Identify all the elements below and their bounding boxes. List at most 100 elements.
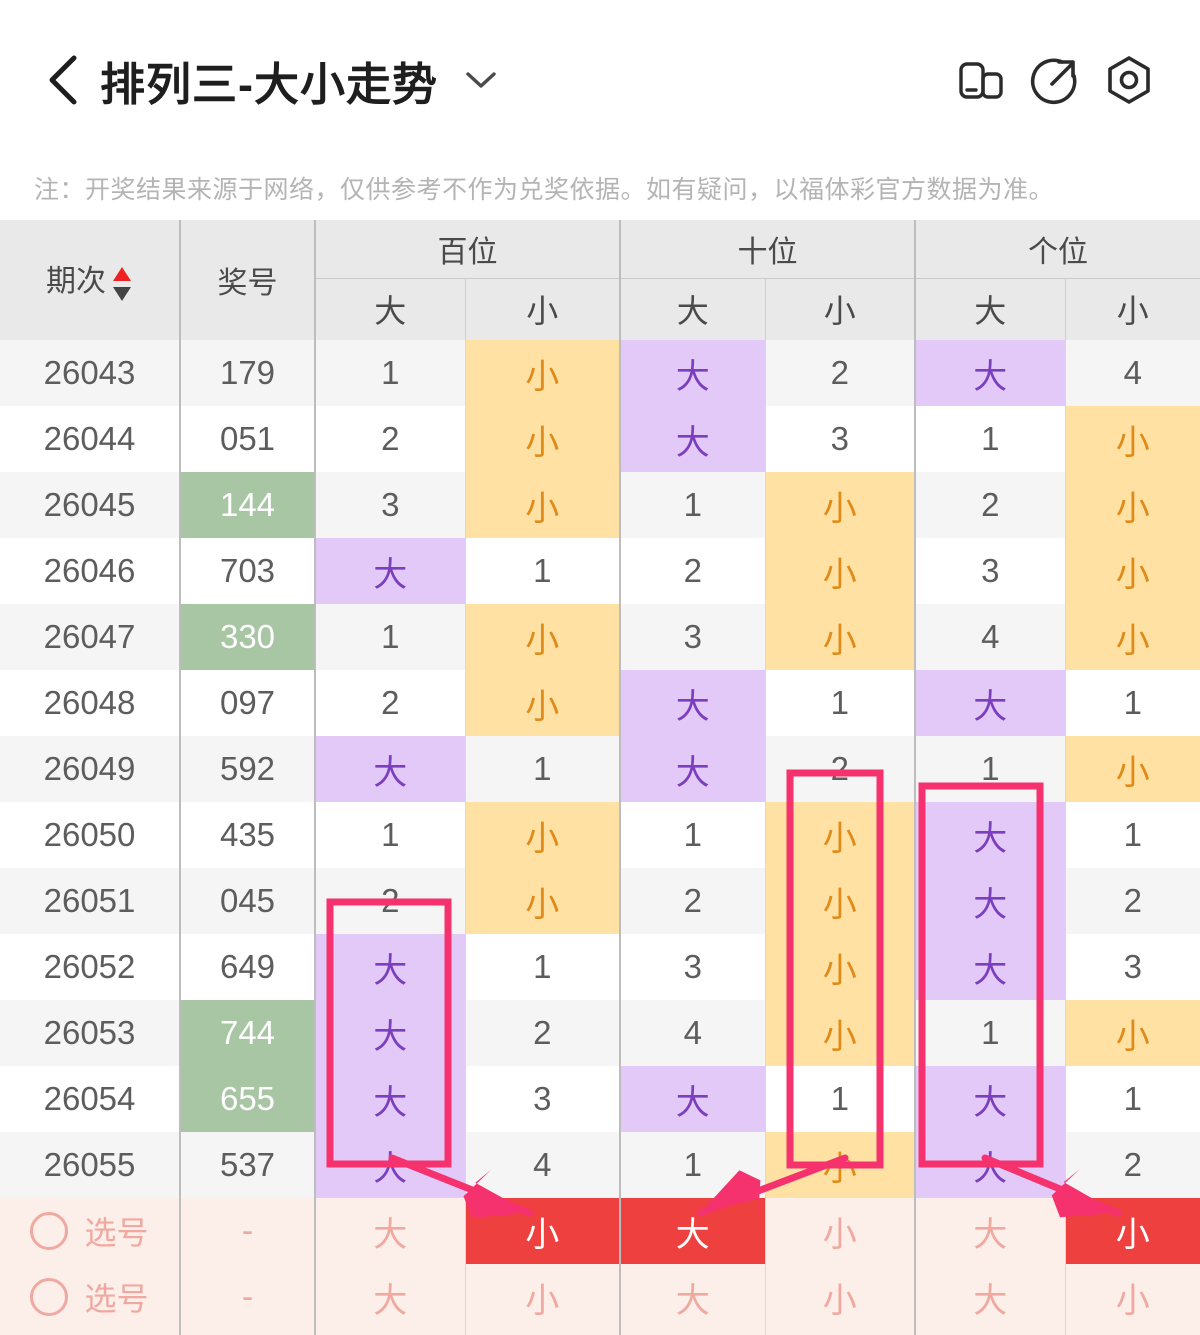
col-header-issue-label: 期次 — [46, 265, 106, 299]
pick-cell-shi-xiao[interactable]: 小 — [765, 1198, 916, 1264]
cell-ge-da: 2 — [915, 472, 1066, 538]
table-row: 26047 330 1 小 3 小 4 小 — [0, 604, 1200, 670]
cell-ge-da: 大 — [915, 934, 1066, 1000]
cell-shi-xiao: 小 — [765, 604, 916, 670]
cell-issue: 26043 — [0, 340, 181, 406]
pick-cell-bai-xiao[interactable]: 小 — [465, 1330, 621, 1335]
layout-panel-button[interactable] — [944, 43, 1018, 117]
cell-shi-da: 4 — [620, 1000, 766, 1066]
cell-bai-xiao: 1 — [465, 538, 621, 604]
cell-prize-highlighted: 144 — [180, 472, 316, 538]
cell-issue: 26045 — [0, 472, 181, 538]
cell-shi-da: 大 — [620, 736, 766, 802]
cell-prize: 097 — [180, 670, 316, 736]
cell-ge-xiao: 小 — [1065, 736, 1200, 802]
pick-cell-bai-da[interactable]: 大 — [315, 1198, 466, 1264]
pick-cell-shi-da[interactable]: 大 — [620, 1198, 766, 1264]
cell-issue: 26047 — [0, 604, 181, 670]
cell-bai-xiao: 小 — [465, 868, 621, 934]
pick-cell-bai-xiao[interactable]: 小 — [465, 1264, 621, 1330]
cell-shi-xiao: 2 — [765, 736, 916, 802]
pick-cell-bai-da[interactable]: 大 — [315, 1330, 466, 1335]
cell-shi-xiao: 小 — [765, 934, 916, 1000]
pick-cell-shi-xiao[interactable]: 小 — [765, 1330, 916, 1335]
cell-bai-xiao: 1 — [465, 736, 621, 802]
chevron-down-icon — [466, 72, 496, 88]
pick-cell-shi-da[interactable]: 大 — [620, 1264, 766, 1330]
cell-bai-xiao: 小 — [465, 472, 621, 538]
table-row: 26054 655 大 3 大 1 大 1 — [0, 1066, 1200, 1132]
subcol-ge-xiao: 小 — [1065, 277, 1200, 340]
cell-ge-xiao: 1 — [1065, 1066, 1200, 1132]
cell-prize: 051 — [180, 406, 316, 472]
title-dropdown-button[interactable] — [464, 69, 498, 91]
table-row: 26053 744 大 2 4 小 1 小 — [0, 1000, 1200, 1066]
cell-ge-da: 大 — [915, 868, 1066, 934]
cell-shi-da: 大 — [620, 340, 766, 406]
group-header-bai: 百位 — [315, 220, 621, 278]
cell-shi-da: 1 — [620, 472, 766, 538]
cell-shi-xiao: 小 — [765, 1000, 916, 1066]
cell-ge-da: 1 — [915, 406, 1066, 472]
subcol-bai-xiao: 小 — [465, 277, 621, 340]
radio-circle-icon[interactable] — [30, 1278, 69, 1316]
cell-bai-xiao: 1 — [465, 934, 621, 1000]
pick-cell-shi-da[interactable]: 大 — [620, 1330, 766, 1335]
page-title: 排列三-大小走势 — [100, 58, 438, 110]
table-row: 26043 179 1 小大 2 大 4 — [0, 340, 1200, 406]
cell-shi-xiao: 小 — [765, 802, 916, 868]
pick-cell-ge-xiao[interactable]: 小 — [1065, 1198, 1200, 1264]
chevron-left-icon — [49, 55, 77, 105]
subcol-ge-da: 大 — [915, 277, 1066, 340]
cell-ge-da: 3 — [915, 538, 1066, 604]
radio-circle-icon[interactable] — [30, 1212, 69, 1250]
cell-shi-da: 2 — [620, 868, 766, 934]
pick-cell-ge-da[interactable]: 大 — [915, 1264, 1066, 1330]
settings-button[interactable] — [1092, 43, 1166, 117]
app-header: 排列三-大小走势 — [0, 0, 1200, 160]
cell-bai-da: 3 — [315, 472, 466, 538]
pick-cell-ge-da[interactable]: 大 — [915, 1330, 1066, 1335]
cell-ge-da: 大 — [915, 1066, 1066, 1132]
col-header-issue[interactable]: 期次 — [0, 220, 181, 340]
table-row: 26049 592 大 1 大 2 1 小 — [0, 736, 1200, 802]
cell-shi-xiao: 小 — [765, 472, 916, 538]
pick-row[interactable]: 选号-大小大小大小 — [0, 1264, 1200, 1330]
cell-bai-xiao: 小 — [465, 406, 621, 472]
pick-prize-cell: - — [180, 1264, 316, 1330]
pick-row-label-cell[interactable]: 选号 — [0, 1264, 181, 1330]
table-row: 26050 435 1 小 1 小大 1 — [0, 802, 1200, 868]
cell-bai-da: 大 — [315, 736, 466, 802]
cell-ge-xiao: 4 — [1065, 340, 1200, 406]
cell-prize-highlighted: 744 — [180, 1000, 316, 1066]
cell-ge-da: 1 — [915, 736, 1066, 802]
pick-cell-bai-da[interactable]: 大 — [315, 1264, 466, 1330]
pick-row-label-cell[interactable]: 选号 — [0, 1198, 181, 1264]
cell-prize: 703 — [180, 538, 316, 604]
sort-indicator[interactable] — [111, 264, 133, 304]
pick-cell-ge-xiao[interactable]: 小 — [1065, 1264, 1200, 1330]
cell-bai-da: 2 — [315, 868, 466, 934]
table-body: 26043 179 1 小大 2 大 4 26044 051 2 小大 3 1 小 26045 144 3 小 1 小… — [0, 340, 1200, 1335]
pick-label-wrap: 选号 — [0, 1274, 179, 1320]
cell-ge-da: 大 — [915, 802, 1066, 868]
pick-cell-shi-xiao[interactable]: 小 — [765, 1264, 916, 1330]
share-button[interactable] — [1018, 43, 1092, 117]
table-row: 26045 144 3 小 1 小 2 小 — [0, 472, 1200, 538]
cell-issue: 26053 — [0, 1000, 181, 1066]
pick-row-label-cell[interactable]: 选号 — [0, 1330, 181, 1335]
cell-prize: 592 — [180, 736, 316, 802]
cell-bai-da: 大 — [315, 1132, 466, 1198]
table-row: 26046 703 大 1 2 小 3 小 — [0, 538, 1200, 604]
disclaimer-note: 注：开奖结果来源于网络，仅供参考不作为兑奖依据。如有疑问，以福体彩官方数据为准。 — [34, 176, 1055, 204]
cell-shi-xiao: 1 — [765, 1066, 916, 1132]
pick-cell-ge-da[interactable]: 大 — [915, 1198, 1066, 1264]
subcol-shi-da: 大 — [620, 277, 766, 340]
back-button[interactable] — [40, 52, 86, 108]
pick-cell-bai-xiao[interactable]: 小 — [465, 1198, 621, 1264]
pick-row[interactable]: 选号-大小大小大小 — [0, 1198, 1200, 1264]
pick-cell-ge-xiao[interactable]: 小 — [1065, 1330, 1200, 1335]
cell-ge-da: 1 — [915, 1000, 1066, 1066]
cell-shi-xiao: 1 — [765, 670, 916, 736]
